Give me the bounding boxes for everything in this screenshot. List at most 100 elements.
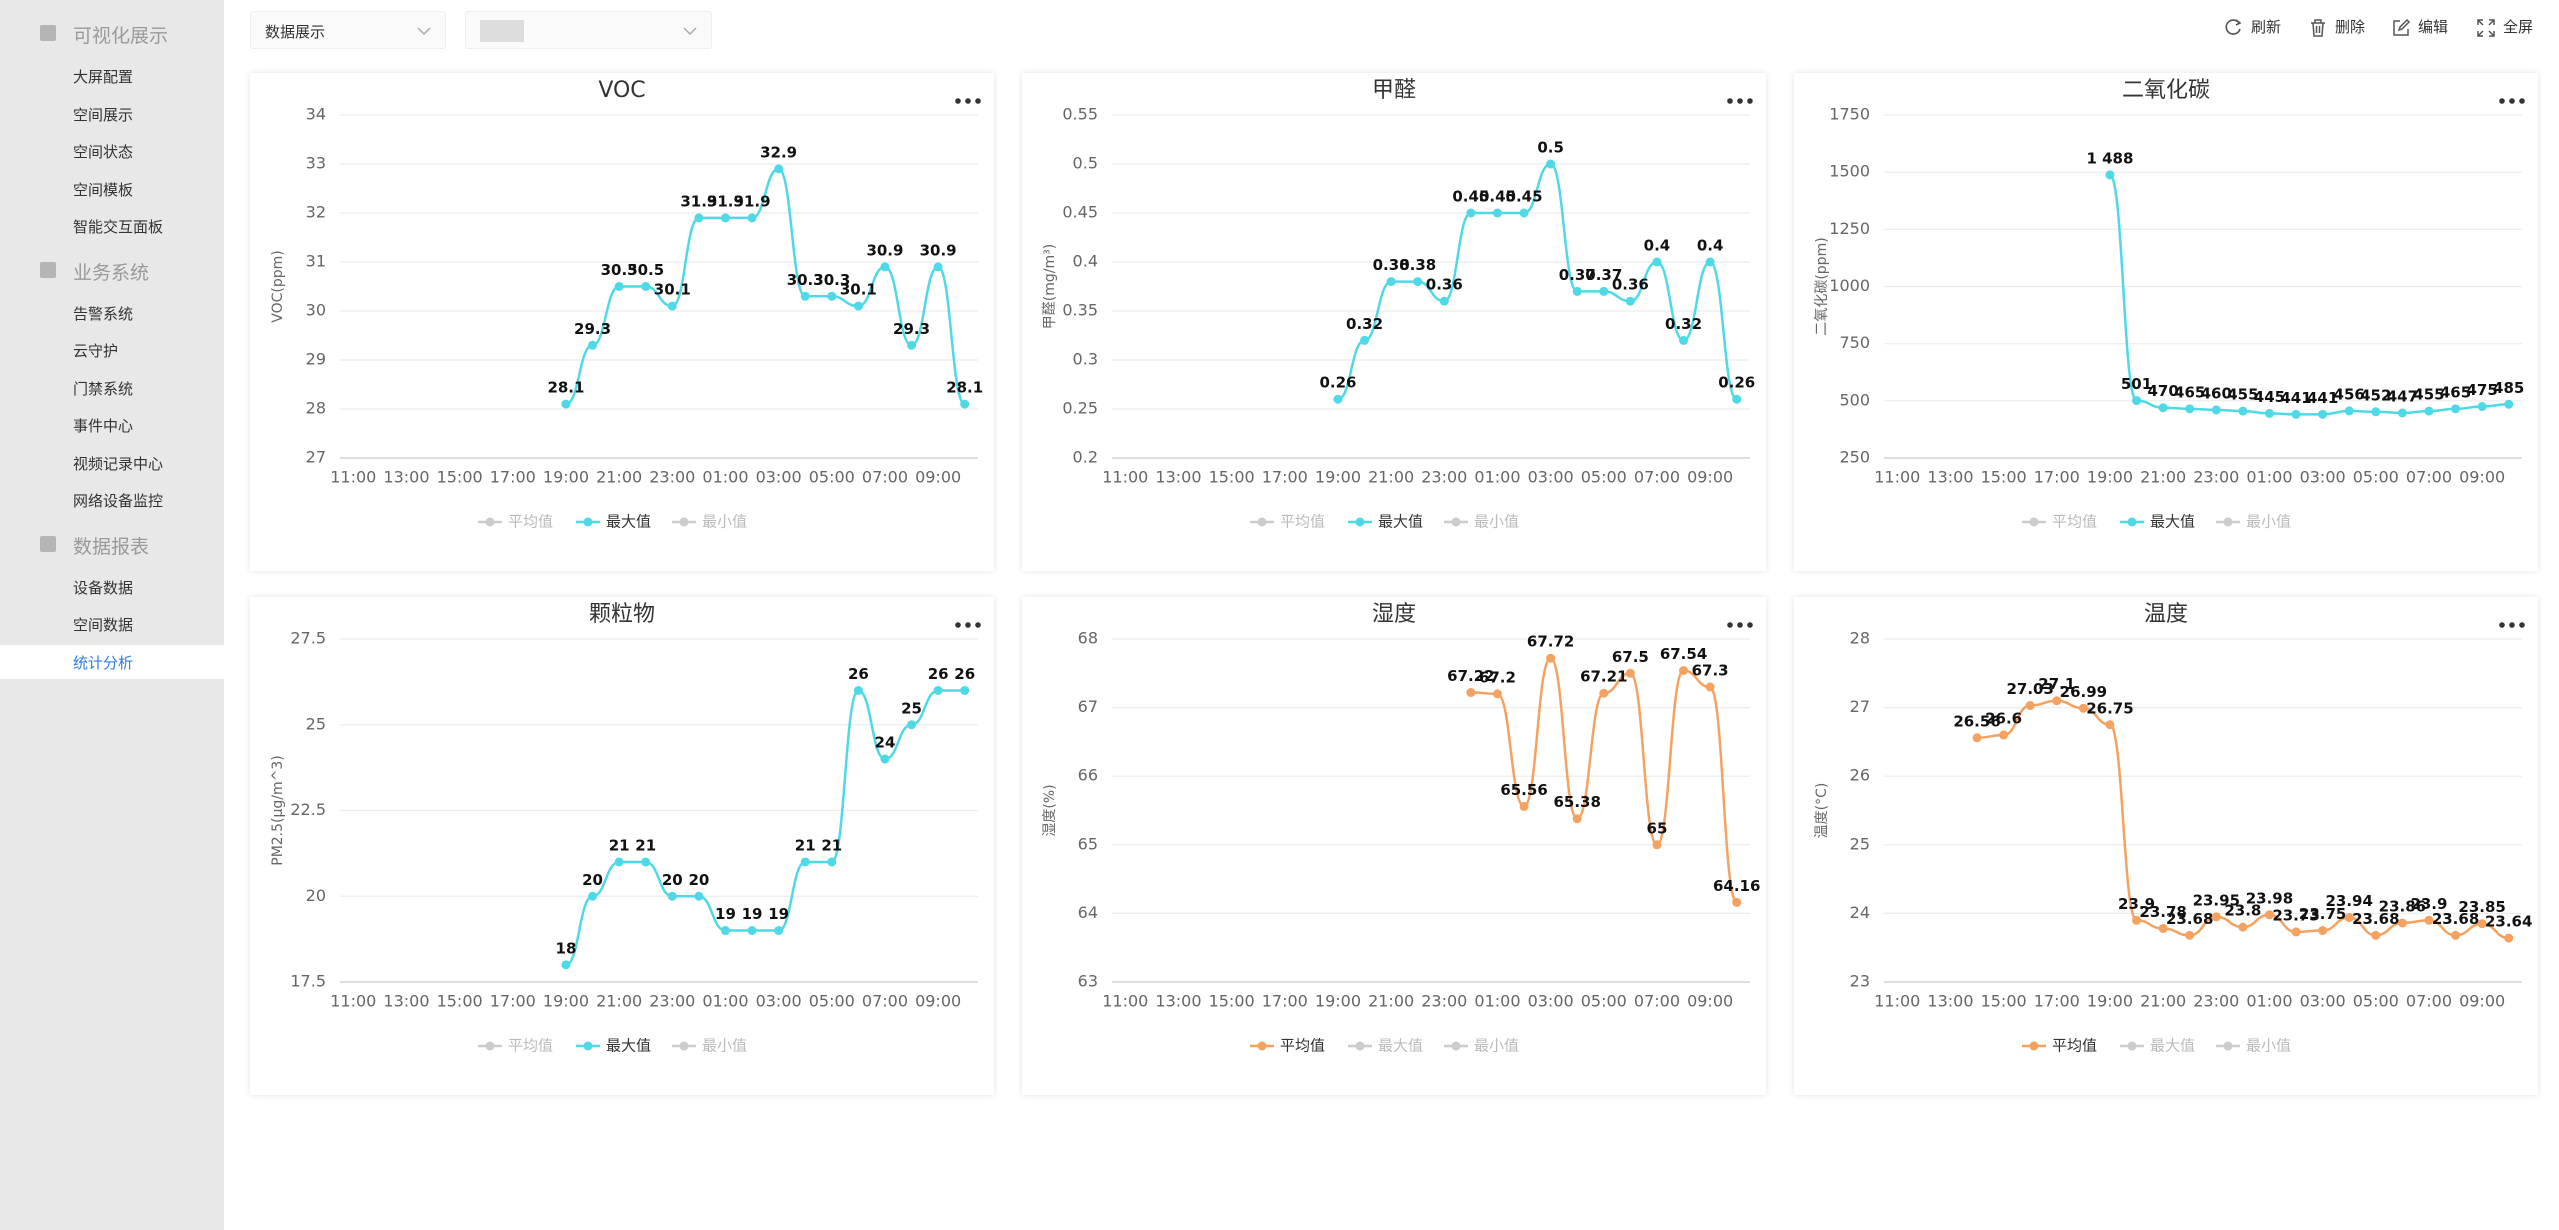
legend-symbol[interactable] [2127, 1041, 2137, 1051]
x-tick-label: 21:00 [1368, 468, 1414, 487]
legend-symbol[interactable] [1451, 1041, 1461, 1051]
legend-symbol[interactable] [583, 1041, 593, 1051]
legend-label[interactable]: 平均值 [1280, 513, 1325, 531]
menu-dot[interactable] [1737, 98, 1743, 104]
legend-label[interactable]: 平均值 [1280, 1037, 1325, 1055]
y-tick-label: 67 [1078, 697, 1098, 716]
menu-item[interactable]: 空间模板 [73, 180, 134, 199]
x-tick-label: 01:00 [702, 992, 748, 1011]
menu-item[interactable]: 智能交互面板 [73, 218, 164, 236]
legend-label[interactable]: 最小值 [2246, 1037, 2291, 1055]
select[interactable] [465, 11, 712, 49]
legend-label[interactable]: 最小值 [1474, 1037, 1519, 1055]
menu-dot[interactable] [965, 98, 971, 104]
data-label: 27.1 [2038, 675, 2075, 693]
data-point [588, 340, 598, 350]
data-label: 465 [2440, 383, 2471, 401]
x-tick-label: 17:00 [490, 992, 536, 1011]
legend-label[interactable]: 最大值 [1378, 513, 1423, 531]
legend-symbol[interactable] [1355, 1041, 1365, 1051]
legend-label[interactable]: 平均值 [508, 513, 553, 531]
menu-item[interactable]: 云守护 [73, 342, 119, 360]
legend-label[interactable]: 最大值 [606, 1037, 651, 1055]
legend-symbol[interactable] [485, 517, 495, 527]
legend-label[interactable]: 平均值 [2052, 513, 2097, 531]
x-tick-label: 07:00 [862, 468, 908, 487]
menu-dot[interactable] [1727, 98, 1733, 104]
legend-label[interactable]: 最小值 [1474, 513, 1519, 531]
data-label: 23.9 [2118, 895, 2155, 913]
menu-dot[interactable] [2509, 98, 2515, 104]
legend-label[interactable]: 最小值 [2246, 513, 2291, 531]
legend-symbol[interactable] [679, 1041, 689, 1051]
data-point [2344, 913, 2354, 923]
menu-dot[interactable] [1727, 622, 1733, 628]
y-axis-title: 湿度(%) [1042, 784, 1058, 836]
menu-dot[interactable] [1737, 622, 1743, 628]
legend-symbol[interactable] [2029, 1041, 2039, 1051]
chart-card: 颗粒物 17.5 20 22.5 25 27.5 PM2.5(μg/m^3) 11:00 13:… [250, 597, 994, 1095]
data-label: 0.36 [1612, 276, 1649, 294]
legend-label[interactable]: 平均值 [2052, 1037, 2097, 1055]
toolbar-button[interactable]: 全屏 [2503, 18, 2534, 36]
menu-dot[interactable] [1747, 98, 1753, 104]
menu-dot[interactable] [965, 622, 971, 628]
legend-symbol[interactable] [2029, 517, 2039, 527]
x-tick-label: 09:00 [2459, 992, 2505, 1011]
legend-label[interactable]: 最大值 [606, 513, 651, 531]
legend-symbol[interactable] [2223, 1041, 2233, 1051]
legend-symbol[interactable] [2223, 517, 2233, 527]
menu-dot[interactable] [2499, 622, 2505, 628]
menu-item[interactable]: 告警系统 [73, 304, 134, 323]
menu-dot[interactable] [975, 622, 981, 628]
legend-symbol[interactable] [1355, 517, 1365, 527]
toolbar-button[interactable]: 刷新 [2251, 18, 2282, 36]
menu-dot[interactable] [2519, 98, 2525, 104]
menu-dot[interactable] [975, 98, 981, 104]
data-point [933, 262, 943, 272]
legend-symbol[interactable] [1257, 517, 1267, 527]
data-point [614, 282, 624, 291]
data-label: 23.98 [2246, 889, 2293, 907]
menu-dot[interactable] [1747, 622, 1753, 628]
data-point [1413, 277, 1423, 287]
menu-dot[interactable] [2509, 622, 2515, 628]
menu-item[interactable]: 空间展示 [73, 105, 134, 124]
menu-item[interactable]: 空间状态 [73, 143, 134, 161]
legend-symbol[interactable] [2127, 517, 2137, 527]
legend-symbol[interactable] [1451, 517, 1461, 527]
menu-item[interactable]: 事件中心 [73, 417, 134, 435]
legend-label[interactable]: 最小值 [702, 1037, 747, 1055]
toolbar-button[interactable]: 编辑 [2418, 18, 2449, 36]
data-label: 32.9 [760, 143, 797, 161]
menu-item[interactable]: 设备数据 [73, 578, 134, 597]
x-tick-label: 15:00 [1981, 992, 2027, 1011]
menu-dot[interactable] [2499, 98, 2505, 104]
legend-label[interactable]: 最大值 [1378, 1037, 1423, 1055]
x-tick-label: 09:00 [915, 992, 961, 1011]
data-label: 501 [2121, 375, 2152, 393]
data-label: 23.68 [2432, 910, 2479, 928]
legend-label[interactable]: 平均值 [508, 1037, 553, 1055]
legend-label[interactable]: 最大值 [2150, 513, 2195, 531]
legend-label[interactable]: 最小值 [702, 513, 747, 531]
menu-dot[interactable] [2519, 622, 2525, 628]
legend-label[interactable]: 最大值 [2150, 1037, 2195, 1055]
menu-dot[interactable] [955, 622, 961, 628]
data-point [2132, 396, 2142, 406]
menu-item[interactable]: 门禁系统 [73, 379, 134, 398]
menu-item[interactable]: 网络设备监控 [73, 492, 164, 510]
legend-symbol[interactable] [679, 517, 689, 527]
menu-item[interactable]: 视频记录中心 [73, 454, 164, 473]
menu-item[interactable]: 统计分析 [73, 653, 134, 672]
legend-symbol[interactable] [1257, 1041, 1267, 1051]
select[interactable]: 数据展示 [250, 11, 446, 49]
menu-item[interactable]: 空间数据 [73, 616, 134, 634]
data-label: 23.8 [2224, 902, 2261, 920]
legend-symbol[interactable] [485, 1041, 495, 1051]
toolbar-button[interactable]: 删除 [2335, 18, 2366, 36]
menu-dot[interactable] [955, 98, 961, 104]
legend-symbol[interactable] [583, 517, 593, 527]
x-tick-label: 09:00 [2459, 468, 2505, 487]
menu-item[interactable]: 大屏配置 [73, 68, 134, 86]
